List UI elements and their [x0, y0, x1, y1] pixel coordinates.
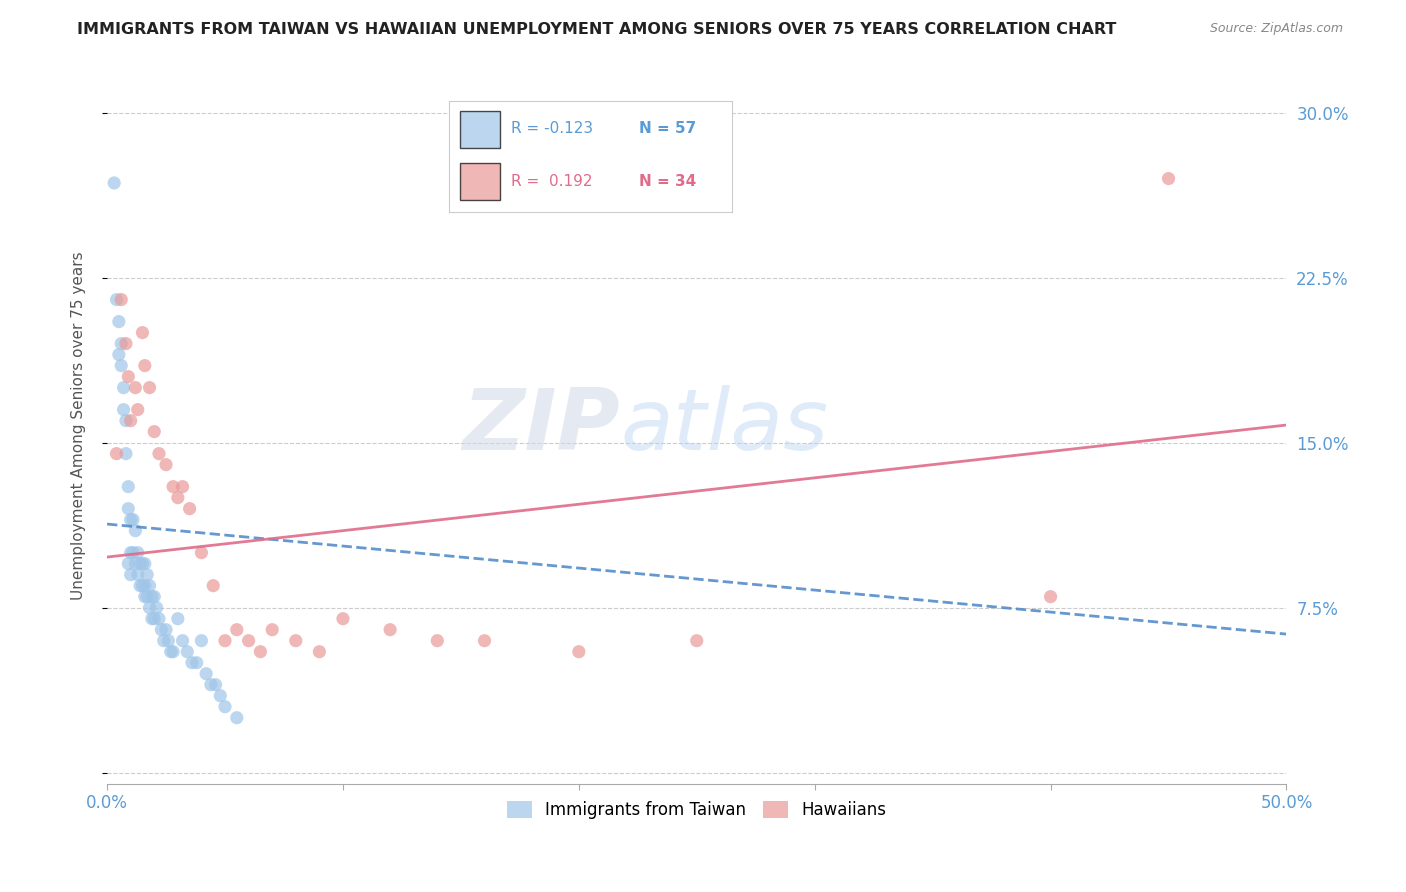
Point — [115, 414, 138, 428]
Point — [426, 633, 449, 648]
Point — [186, 656, 208, 670]
Point — [141, 612, 163, 626]
Point — [172, 480, 194, 494]
Point — [262, 623, 284, 637]
Point — [225, 711, 247, 725]
Point — [134, 590, 156, 604]
Point — [124, 381, 146, 395]
Legend: Immigrants from Taiwan, Hawaiians: Immigrants from Taiwan, Hawaiians — [501, 794, 893, 825]
Point — [162, 480, 184, 494]
Point — [138, 381, 160, 395]
Point — [176, 645, 198, 659]
Point — [141, 590, 163, 604]
Point — [110, 293, 132, 307]
Point — [308, 645, 330, 659]
Point — [209, 689, 232, 703]
Point — [134, 579, 156, 593]
Point — [150, 623, 173, 637]
Text: ZIP: ZIP — [463, 384, 620, 467]
Point — [122, 513, 145, 527]
Point — [568, 645, 591, 659]
Point — [190, 546, 212, 560]
Point — [1157, 171, 1180, 186]
Point — [127, 402, 149, 417]
Point — [166, 612, 188, 626]
Point — [148, 612, 170, 626]
Point — [249, 645, 271, 659]
Point — [120, 546, 142, 560]
Point — [105, 447, 128, 461]
Text: atlas: atlas — [620, 384, 828, 467]
Point — [117, 369, 139, 384]
Point — [179, 501, 201, 516]
Point — [152, 633, 174, 648]
Text: IMMIGRANTS FROM TAIWAN VS HAWAIIAN UNEMPLOYMENT AMONG SENIORS OVER 75 YEARS CORR: IMMIGRANTS FROM TAIWAN VS HAWAIIAN UNEMP… — [77, 22, 1116, 37]
Point — [117, 501, 139, 516]
Point — [143, 612, 166, 626]
Point — [112, 402, 135, 417]
Text: Source: ZipAtlas.com: Source: ZipAtlas.com — [1209, 22, 1343, 36]
Point — [159, 645, 181, 659]
Point — [115, 447, 138, 461]
Point — [172, 633, 194, 648]
Point — [129, 557, 152, 571]
Point — [202, 579, 225, 593]
Point — [110, 336, 132, 351]
Point — [225, 623, 247, 637]
Point — [332, 612, 354, 626]
Point — [117, 480, 139, 494]
Point — [131, 579, 153, 593]
Point — [122, 546, 145, 560]
Point — [143, 590, 166, 604]
Point — [474, 633, 496, 648]
Point — [138, 600, 160, 615]
Point — [214, 633, 236, 648]
Point — [157, 633, 180, 648]
Point — [134, 359, 156, 373]
Point — [155, 623, 177, 637]
Y-axis label: Unemployment Among Seniors over 75 years: Unemployment Among Seniors over 75 years — [72, 252, 86, 600]
Point — [138, 579, 160, 593]
Point — [378, 623, 401, 637]
Point — [127, 546, 149, 560]
Point — [284, 633, 307, 648]
Point — [127, 567, 149, 582]
Point — [120, 513, 142, 527]
Point — [110, 359, 132, 373]
Point — [1039, 590, 1062, 604]
Point — [134, 557, 156, 571]
Point — [103, 176, 125, 190]
Point — [214, 699, 236, 714]
Point — [166, 491, 188, 505]
Point — [155, 458, 177, 472]
Point — [686, 633, 709, 648]
Point — [120, 567, 142, 582]
Point — [136, 590, 159, 604]
Point — [108, 315, 131, 329]
Point — [129, 579, 152, 593]
Point — [143, 425, 166, 439]
Point — [145, 600, 167, 615]
Point — [162, 645, 184, 659]
Point — [105, 293, 128, 307]
Point — [131, 557, 153, 571]
Point — [204, 678, 226, 692]
Point — [120, 414, 142, 428]
Point — [181, 656, 204, 670]
Point — [117, 557, 139, 571]
Point — [190, 633, 212, 648]
Point — [112, 381, 135, 395]
Point — [148, 447, 170, 461]
Point — [238, 633, 260, 648]
Point — [108, 348, 131, 362]
Point — [195, 666, 218, 681]
Point — [124, 524, 146, 538]
Point — [136, 567, 159, 582]
Point — [131, 326, 153, 340]
Point — [115, 336, 138, 351]
Point — [200, 678, 222, 692]
Point — [124, 557, 146, 571]
